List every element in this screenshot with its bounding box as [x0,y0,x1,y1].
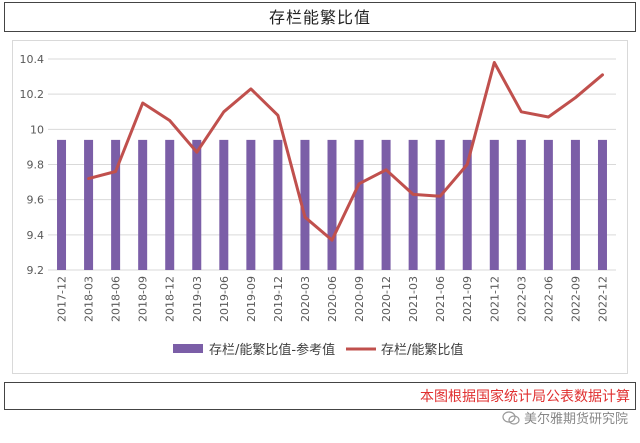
bar [435,139,445,270]
line-point [412,193,414,195]
line-point [196,151,198,153]
x-tick-label: 2018-03 [83,276,96,322]
x-tick-label: 2019-06 [218,276,231,322]
line-point [223,111,225,113]
x-tick-label: 2019-12 [272,276,285,322]
bar [327,139,337,270]
x-tick-label: 2022-06 [542,276,555,322]
bar [165,139,175,270]
line-point [142,102,144,104]
y-tick-label: 10 [30,123,44,136]
x-tick-label: 2021-12 [488,276,501,322]
x-tick-label: 2020-06 [326,276,339,322]
line-point [439,195,441,197]
line-point [304,216,306,218]
title-frame [4,2,636,32]
x-tick-label: 2018-12 [164,276,177,322]
line-point [574,97,576,99]
x-tick-label: 2022-09 [569,276,582,322]
line-point [493,62,495,64]
footer-frame [4,382,636,410]
line-point [88,178,90,180]
chart-title: 存栏能繁比值 [268,8,371,27]
x-tick-label: 2020-12 [380,276,393,322]
line-point [520,111,522,113]
y-tick-label: 9.6 [27,194,45,207]
bar [597,139,607,270]
y-tick-label: 9.4 [27,229,45,242]
line-point [331,239,333,241]
line-point [277,114,279,116]
watermark-text: 美尔雅期货研究院 [523,412,628,427]
line-point [466,164,468,165]
y-tick-label: 9.8 [27,159,45,172]
x-tick-label: 2019-09 [245,276,258,322]
line-point [250,88,252,90]
x-tick-label: 2022-12 [596,276,609,322]
bar [219,139,229,270]
wechat-icon [502,410,520,425]
y-tick-label: 10.4 [20,53,45,66]
x-tick-label: 2017-12 [56,276,69,322]
legend-bar-swatch [173,344,203,353]
line-point [601,74,603,76]
watermark: 美尔雅期货研究院 [502,408,628,427]
x-tick-label: 2020-09 [353,276,366,322]
bar [516,139,526,270]
bar [300,139,310,270]
bar [543,139,553,270]
line-point [358,183,360,185]
bar [111,139,121,270]
x-tick-label: 2019-03 [191,276,204,322]
bar [57,139,67,270]
legend-line-label: 存栏/能繁比值 [381,342,463,358]
x-tick-label: 2018-06 [110,276,123,322]
x-tick-label: 2021-06 [434,276,447,322]
y-tick-label: 9.2 [27,264,45,277]
y-tick-label: 10.2 [20,88,45,101]
bar [138,139,148,270]
bar [84,139,94,270]
x-tick-label: 2018-09 [137,276,150,322]
line-point [385,169,387,171]
x-tick-label: 2022-03 [515,276,528,322]
x-tick-label: 2021-09 [461,276,474,322]
x-tick-label: 2021-03 [407,276,420,322]
bar [246,139,256,270]
legend-bar-label: 存栏/能繁比值-参考值 [209,342,335,358]
bar [192,139,202,270]
source-note: 本图根据国家统计局公表数据计算 [420,389,630,405]
bar [408,139,418,270]
bar [462,139,472,270]
line-point [547,116,549,118]
bar [381,139,391,270]
x-tick-label: 2020-03 [299,276,312,322]
line-point [169,120,171,122]
bar [273,139,283,270]
line-point [115,171,117,173]
series-line [87,61,604,242]
bar [489,139,499,270]
bar [354,139,364,270]
bar [570,139,580,270]
